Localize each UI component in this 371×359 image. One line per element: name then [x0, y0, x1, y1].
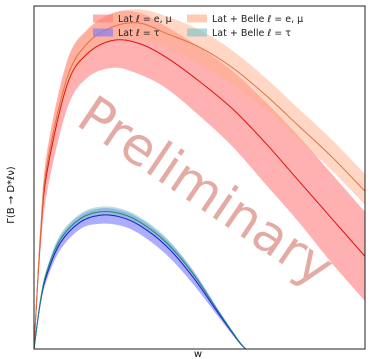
legend-label-lat-belle-3: Lat + Belle ℓ = τ [212, 28, 291, 39]
plot-frame [33, 5, 366, 350]
x-axis-label: w [194, 349, 202, 359]
legend-swatch-lat-2 [93, 28, 113, 37]
legend-swatch-lat-belle-3 [187, 28, 207, 37]
series-line-lat-belle-e-1 [33, 22, 366, 350]
series-line-lat-belle-3 [33, 210, 247, 350]
band-lat-belle-e-1 [34, 9, 365, 349]
y-axis-label: Γ(B → D*ℓν) [6, 166, 17, 223]
legend-swatch-lat-belle-e-1 [187, 14, 207, 23]
legend-label-lat-e-0: Lat ℓ = e, μ [118, 14, 172, 25]
legend-swatch-lat-e-0 [93, 14, 113, 23]
series-line-lat-2 [33, 214, 247, 350]
series-line-lat-e-0 [33, 39, 366, 350]
legend: Lat ℓ = e, μ Lat + Belle ℓ = e, μ Lat ℓ = … [93, 14, 303, 39]
legend-label-lat-2: Lat ℓ = τ [118, 28, 160, 39]
legend-label-lat-belle-e-1: Lat + Belle ℓ = e, μ [212, 14, 303, 25]
band-lat-e-0 [34, 10, 365, 349]
